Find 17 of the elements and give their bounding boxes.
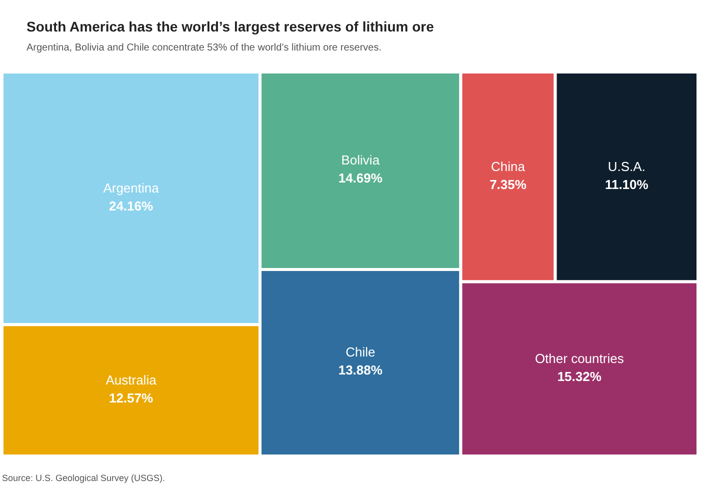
category-label: Chile xyxy=(346,344,376,360)
category-label: U.S.A. xyxy=(608,158,646,174)
data-label: 11.10% xyxy=(604,176,649,192)
category-label: China xyxy=(491,158,526,174)
category-label: Australia xyxy=(106,372,158,388)
data-label: 14.69% xyxy=(338,170,383,186)
category-label: Bolivia xyxy=(341,152,380,168)
source-note: Source: U.S. Geological Survey (USGS). xyxy=(2,473,166,483)
text: South America has the world’s largest reserves of lithium ore xyxy=(26,18,434,34)
category-label: Argentina xyxy=(103,180,160,196)
text: Argentina, Bolivia and Chile concentrate 53% of the world’s lithium ore reserves. xyxy=(26,42,382,54)
data-label: 12.57% xyxy=(108,390,154,406)
category-label: Other countries xyxy=(534,350,624,366)
data-label: 15.32% xyxy=(557,368,602,384)
data-label: 13.88% xyxy=(338,362,383,378)
data-label: 7.35% xyxy=(490,176,527,192)
data-label: 24.16% xyxy=(108,198,154,214)
